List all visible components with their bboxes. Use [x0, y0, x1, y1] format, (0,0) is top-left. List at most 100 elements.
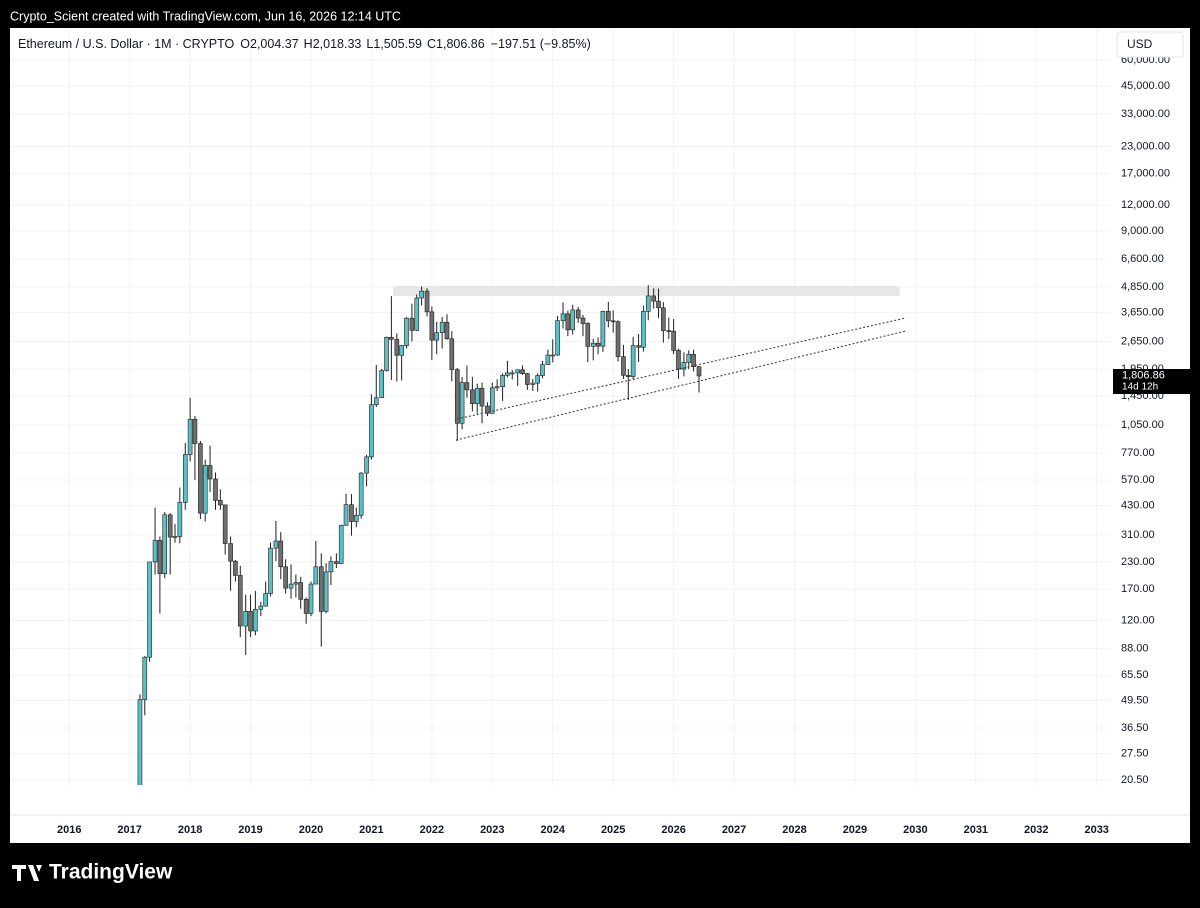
x-tick-label: 2027 — [722, 824, 746, 836]
candle-body — [696, 366, 702, 377]
candle-body — [645, 295, 651, 312]
candle-body — [575, 309, 581, 319]
candle-body — [187, 419, 193, 455]
candle-body — [172, 536, 178, 538]
x-tick-label: 2028 — [782, 824, 806, 836]
legend-key: H — [304, 37, 313, 51]
candle-body — [253, 609, 258, 632]
y-tick-label: 88.00 — [1121, 643, 1149, 655]
trendline — [457, 317, 906, 420]
x-tick-label: 2025 — [601, 824, 625, 836]
candle-body — [192, 419, 198, 444]
candle-body — [222, 504, 228, 544]
candle-body — [555, 320, 560, 356]
candle-body — [258, 605, 264, 610]
candle-body — [389, 337, 394, 340]
candle-body — [177, 502, 183, 537]
candle-body — [580, 317, 586, 324]
candle-body — [600, 311, 606, 347]
candle-body — [202, 465, 208, 514]
x-tick-label: 2032 — [1024, 824, 1048, 836]
candle-body — [268, 547, 273, 594]
candle-body — [218, 500, 223, 506]
currency-label[interactable]: USD — [1127, 37, 1153, 51]
legend-key: C — [427, 37, 436, 51]
currency-button[interactable] — [1116, 31, 1184, 58]
candle-body — [237, 575, 243, 627]
candle-body — [439, 321, 445, 334]
y-tick-label: 12,000.00 — [1121, 199, 1170, 211]
candle-body — [369, 404, 374, 458]
y-tick-label: 1,050.00 — [1121, 419, 1164, 431]
candle-body — [630, 345, 636, 377]
grid — [10, 28, 1110, 785]
y-tick-label: 27.50 — [1121, 747, 1149, 759]
candle-body — [615, 321, 621, 357]
candle-body — [429, 311, 435, 341]
legend-change: −197.51 (−9.85%) — [491, 37, 591, 51]
candle-body — [182, 454, 188, 503]
candle-body — [464, 382, 470, 391]
candle-body — [137, 699, 143, 785]
candle-body — [313, 566, 319, 585]
x-tick-label: 2026 — [661, 824, 685, 836]
x-tick-label: 2018 — [178, 824, 202, 836]
logo-mark — [12, 865, 42, 881]
plot — [137, 285, 906, 785]
candle-body — [213, 478, 218, 501]
x-tick-label: 2029 — [843, 824, 867, 836]
trendline — [455, 330, 906, 441]
candle-body — [676, 350, 681, 370]
candle-body — [243, 611, 249, 627]
candle-body — [293, 582, 299, 585]
candle-body — [560, 313, 566, 321]
y-tick-label: 33,000.00 — [1121, 108, 1170, 120]
x-tick-label: 2023 — [480, 824, 504, 836]
candle-body — [585, 323, 591, 347]
legend-symbol: Ethereum / U.S. Dollar · 1M · CRYPTO — [18, 37, 235, 51]
x-tick-label: 2031 — [964, 824, 988, 836]
axes: 20.50 27.50 36.50 49.50 65.50 88.00 120.00 170.… — [57, 54, 1170, 836]
candle-body — [681, 362, 687, 370]
y-tick-label: 770.00 — [1121, 447, 1155, 459]
y-tick-label: 4,850.00 — [1121, 281, 1164, 293]
y-tick-label: 3,650.00 — [1121, 306, 1164, 318]
candle-body — [525, 373, 530, 385]
candle-body — [651, 295, 656, 302]
candle-body — [379, 370, 385, 399]
candle-body — [248, 611, 253, 632]
x-tick-label: 2022 — [420, 824, 444, 836]
candle-body — [142, 656, 148, 700]
candle-body — [424, 290, 430, 313]
candle-body — [479, 388, 485, 407]
candle-body — [167, 514, 173, 538]
candle-body — [404, 317, 409, 346]
candle-body — [610, 320, 616, 323]
candle-body — [606, 311, 611, 322]
candle-body — [419, 290, 424, 299]
candle-body — [318, 566, 324, 612]
candle-body — [449, 338, 455, 370]
candle-body — [470, 389, 475, 404]
candle-body — [570, 309, 575, 331]
candle-body — [157, 540, 163, 574]
y-tick-label: 65.50 — [1121, 669, 1149, 681]
brand-name: TradingView — [49, 861, 173, 884]
candle-body — [661, 307, 666, 331]
x-tick-label: 2021 — [359, 824, 383, 836]
candle-body — [354, 514, 359, 522]
candle-body — [152, 540, 158, 563]
candle-body — [621, 356, 626, 376]
legend-key: L — [366, 37, 373, 51]
candle-body — [414, 297, 420, 331]
candle-body — [666, 330, 672, 332]
candle-body — [373, 397, 379, 405]
y-tick-label: 23,000.00 — [1121, 140, 1170, 152]
candle-body — [399, 345, 404, 356]
candle-body — [434, 332, 440, 341]
candle-body — [207, 465, 213, 480]
candle-body — [273, 540, 279, 549]
x-tick-label: 2020 — [299, 824, 323, 836]
